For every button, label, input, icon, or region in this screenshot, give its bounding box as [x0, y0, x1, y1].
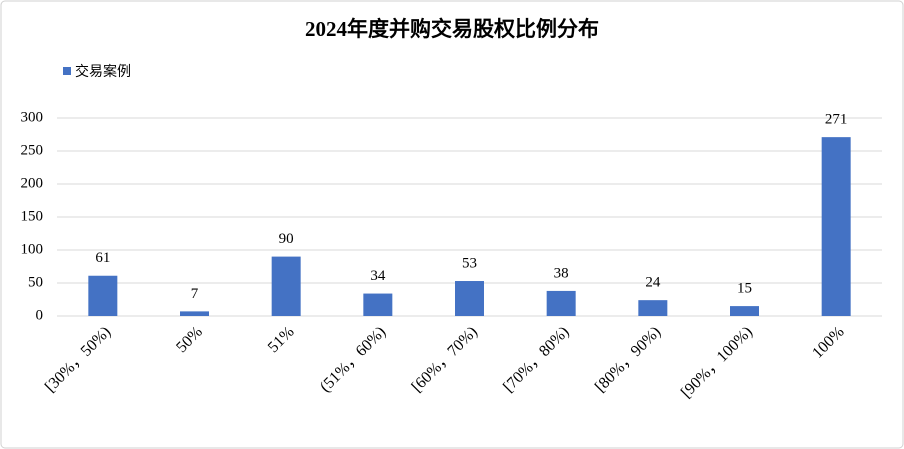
chart-title: 2024年度并购交易股权比例分布 [305, 17, 599, 41]
bar [455, 281, 484, 316]
legend-swatch [63, 67, 71, 75]
y-tick-label: 150 [21, 208, 44, 224]
data-label: 271 [825, 112, 848, 128]
y-tick-label: 250 [21, 142, 44, 158]
data-label: 90 [279, 231, 294, 247]
bar [88, 275, 118, 316]
bar [363, 293, 393, 316]
data-label: 38 [554, 265, 569, 281]
bar [638, 300, 668, 316]
y-tick-label: 300 [21, 109, 44, 125]
bar [271, 256, 301, 316]
bar [546, 290, 576, 316]
data-label: 53 [462, 255, 477, 271]
y-tick-label: 100 [21, 241, 44, 257]
y-tick-label: 200 [21, 175, 44, 191]
y-tick-label: 0 [36, 307, 44, 323]
data-label: 15 [737, 281, 752, 297]
data-label: 34 [370, 268, 386, 284]
data-label: 7 [191, 286, 199, 302]
legend-label: 交易案例 [75, 63, 131, 80]
data-label: 61 [95, 250, 110, 266]
data-label: 24 [645, 275, 661, 291]
bar [821, 137, 851, 316]
bar [180, 311, 209, 316]
y-tick-label: 50 [28, 274, 43, 290]
bar [730, 306, 759, 316]
